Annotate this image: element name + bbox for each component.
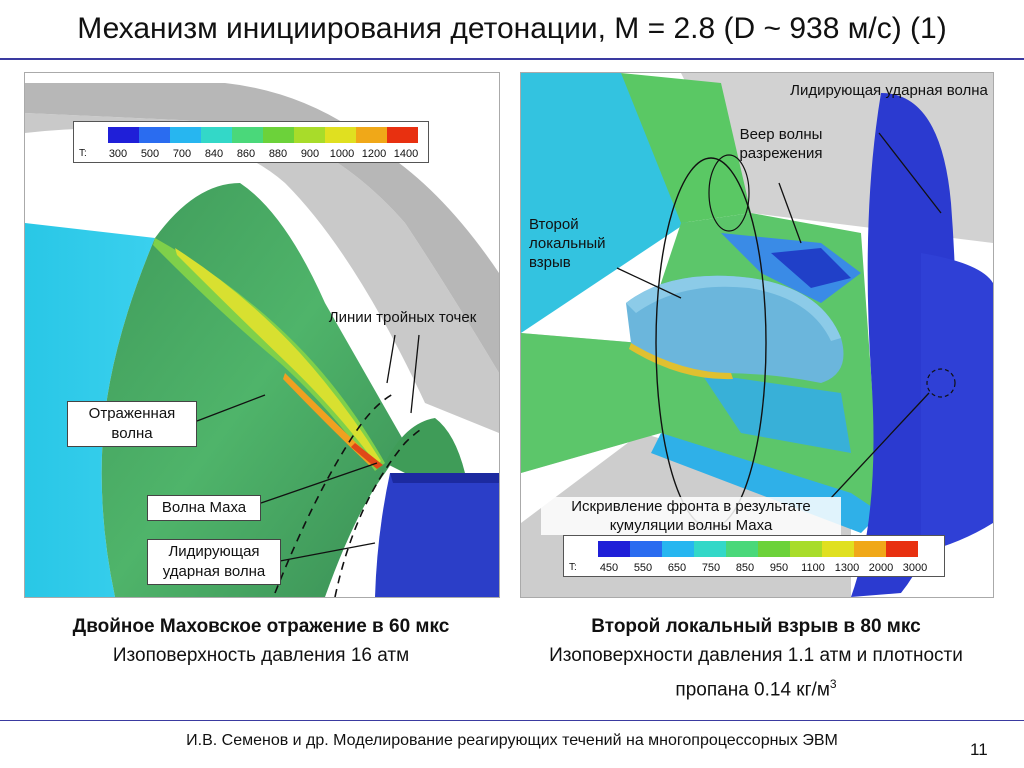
right-legend-value: 1100 [801,562,825,574]
right-legend-value: 2000 [868,562,894,574]
leading-shock-label-left: Лидирующая ударная волна [147,539,281,585]
right-legend-prefix: T: [569,562,577,573]
right-legend-values: 450 550 650 750 850 950 1100 1300 2000 3000 [592,562,932,574]
left-legend-value: 500 [140,148,160,160]
left-legend-swatch [387,127,418,143]
right-legend-colorbar [598,541,918,557]
mach-wave-label: Волна Маха [147,495,261,521]
left-legend-swatch [232,127,263,143]
left-legend-value: 1000 [329,148,355,160]
right-caption-superscript: 3 [829,677,837,691]
right-legend-swatch [694,541,726,557]
front-curvature-label: Искривление фронта в результате кумуляци… [541,497,841,535]
right-caption: Второй локальный взрыв в 80 мкс Изоповер… [520,612,992,704]
right-legend-swatch [726,541,758,557]
title-divider [0,58,1024,60]
left-legend-value: 880 [268,148,288,160]
slide-title: Механизм инициирования детонации, M = 2.… [77,12,947,45]
right-temperature-legend: T: 450 550 650 750 850 950 1100 1300 2000 3000 [563,535,945,577]
left-legend-swatch [108,127,139,143]
left-legend-swatch [325,127,356,143]
footer-divider [0,720,1024,721]
left-temperature-legend: T: 300 500 700 840 860 880 900 1000 1200 1400 [73,121,429,163]
right-legend-value: 850 [735,562,755,574]
left-legend-swatch [170,127,201,143]
left-legend-swatch [356,127,387,143]
left-legend-value: 1400 [393,148,419,160]
right-legend-value: 650 [667,562,687,574]
right-caption-bold: Второй локальный взрыв в 80 мкс [591,616,921,637]
right-caption-normal: Изоповерхности давления 1.1 атм и плотно… [549,645,963,701]
left-legend-value: 700 [172,148,192,160]
right-legend-swatch [758,541,790,557]
left-caption: Двойное Маховское отражение в 60 мкс Изо… [24,612,498,670]
left-caption-bold: Двойное Маховское отражение в 60 мкс [72,616,450,637]
right-legend-swatch [790,541,822,557]
right-legend-value: 1300 [834,562,860,574]
left-legend-swatch [139,127,170,143]
right-legend-swatch [854,541,886,557]
right-legend-swatch [886,541,918,557]
right-simulation-panel: Лидирующая ударная волна Веер волны разр… [520,72,994,598]
left-legend-swatch [201,127,232,143]
left-legend-swatch [263,127,294,143]
left-caption-normal: Изоповерхность давления 16 атм [112,645,410,666]
right-legend-value: 950 [769,562,789,574]
rarefaction-fan-label: Веер волны разрежения [739,126,823,162]
left-legend-value: 860 [236,148,256,160]
left-legend-value: 900 [300,148,320,160]
left-legend-value: 840 [204,148,224,160]
footer-text: И.В. Семенов и др. Моделирование реагиру… [186,732,838,749]
left-legend-values: 300 500 700 840 860 880 900 1000 1200 1400 [102,148,422,160]
second-explosion-label: Второй локальный взрыв [529,216,606,271]
right-legend-value: 450 [599,562,619,574]
left-simulation-panel: T: 300 500 700 840 860 880 900 1000 1200 1400 Лин… [24,72,500,598]
right-legend-value: 550 [633,562,653,574]
right-legend-swatch [598,541,630,557]
left-legend-value: 1200 [361,148,387,160]
right-legend-swatch [822,541,854,557]
left-legend-swatch [294,127,325,143]
right-legend-swatch [662,541,694,557]
leading-shock-label-right: Лидирующая ударная волна [790,82,988,99]
right-legend-swatch [630,541,662,557]
page-number: 11 [970,740,988,759]
reflected-wave-label: Отраженная волна [67,401,197,447]
right-legend-value: 750 [701,562,721,574]
left-legend-prefix: T: [79,148,87,159]
triple-point-lines-label: Линии тройных точек [328,309,477,326]
left-legend-colorbar [108,127,418,143]
left-legend-value: 300 [108,148,128,160]
right-legend-value: 3000 [902,562,928,574]
